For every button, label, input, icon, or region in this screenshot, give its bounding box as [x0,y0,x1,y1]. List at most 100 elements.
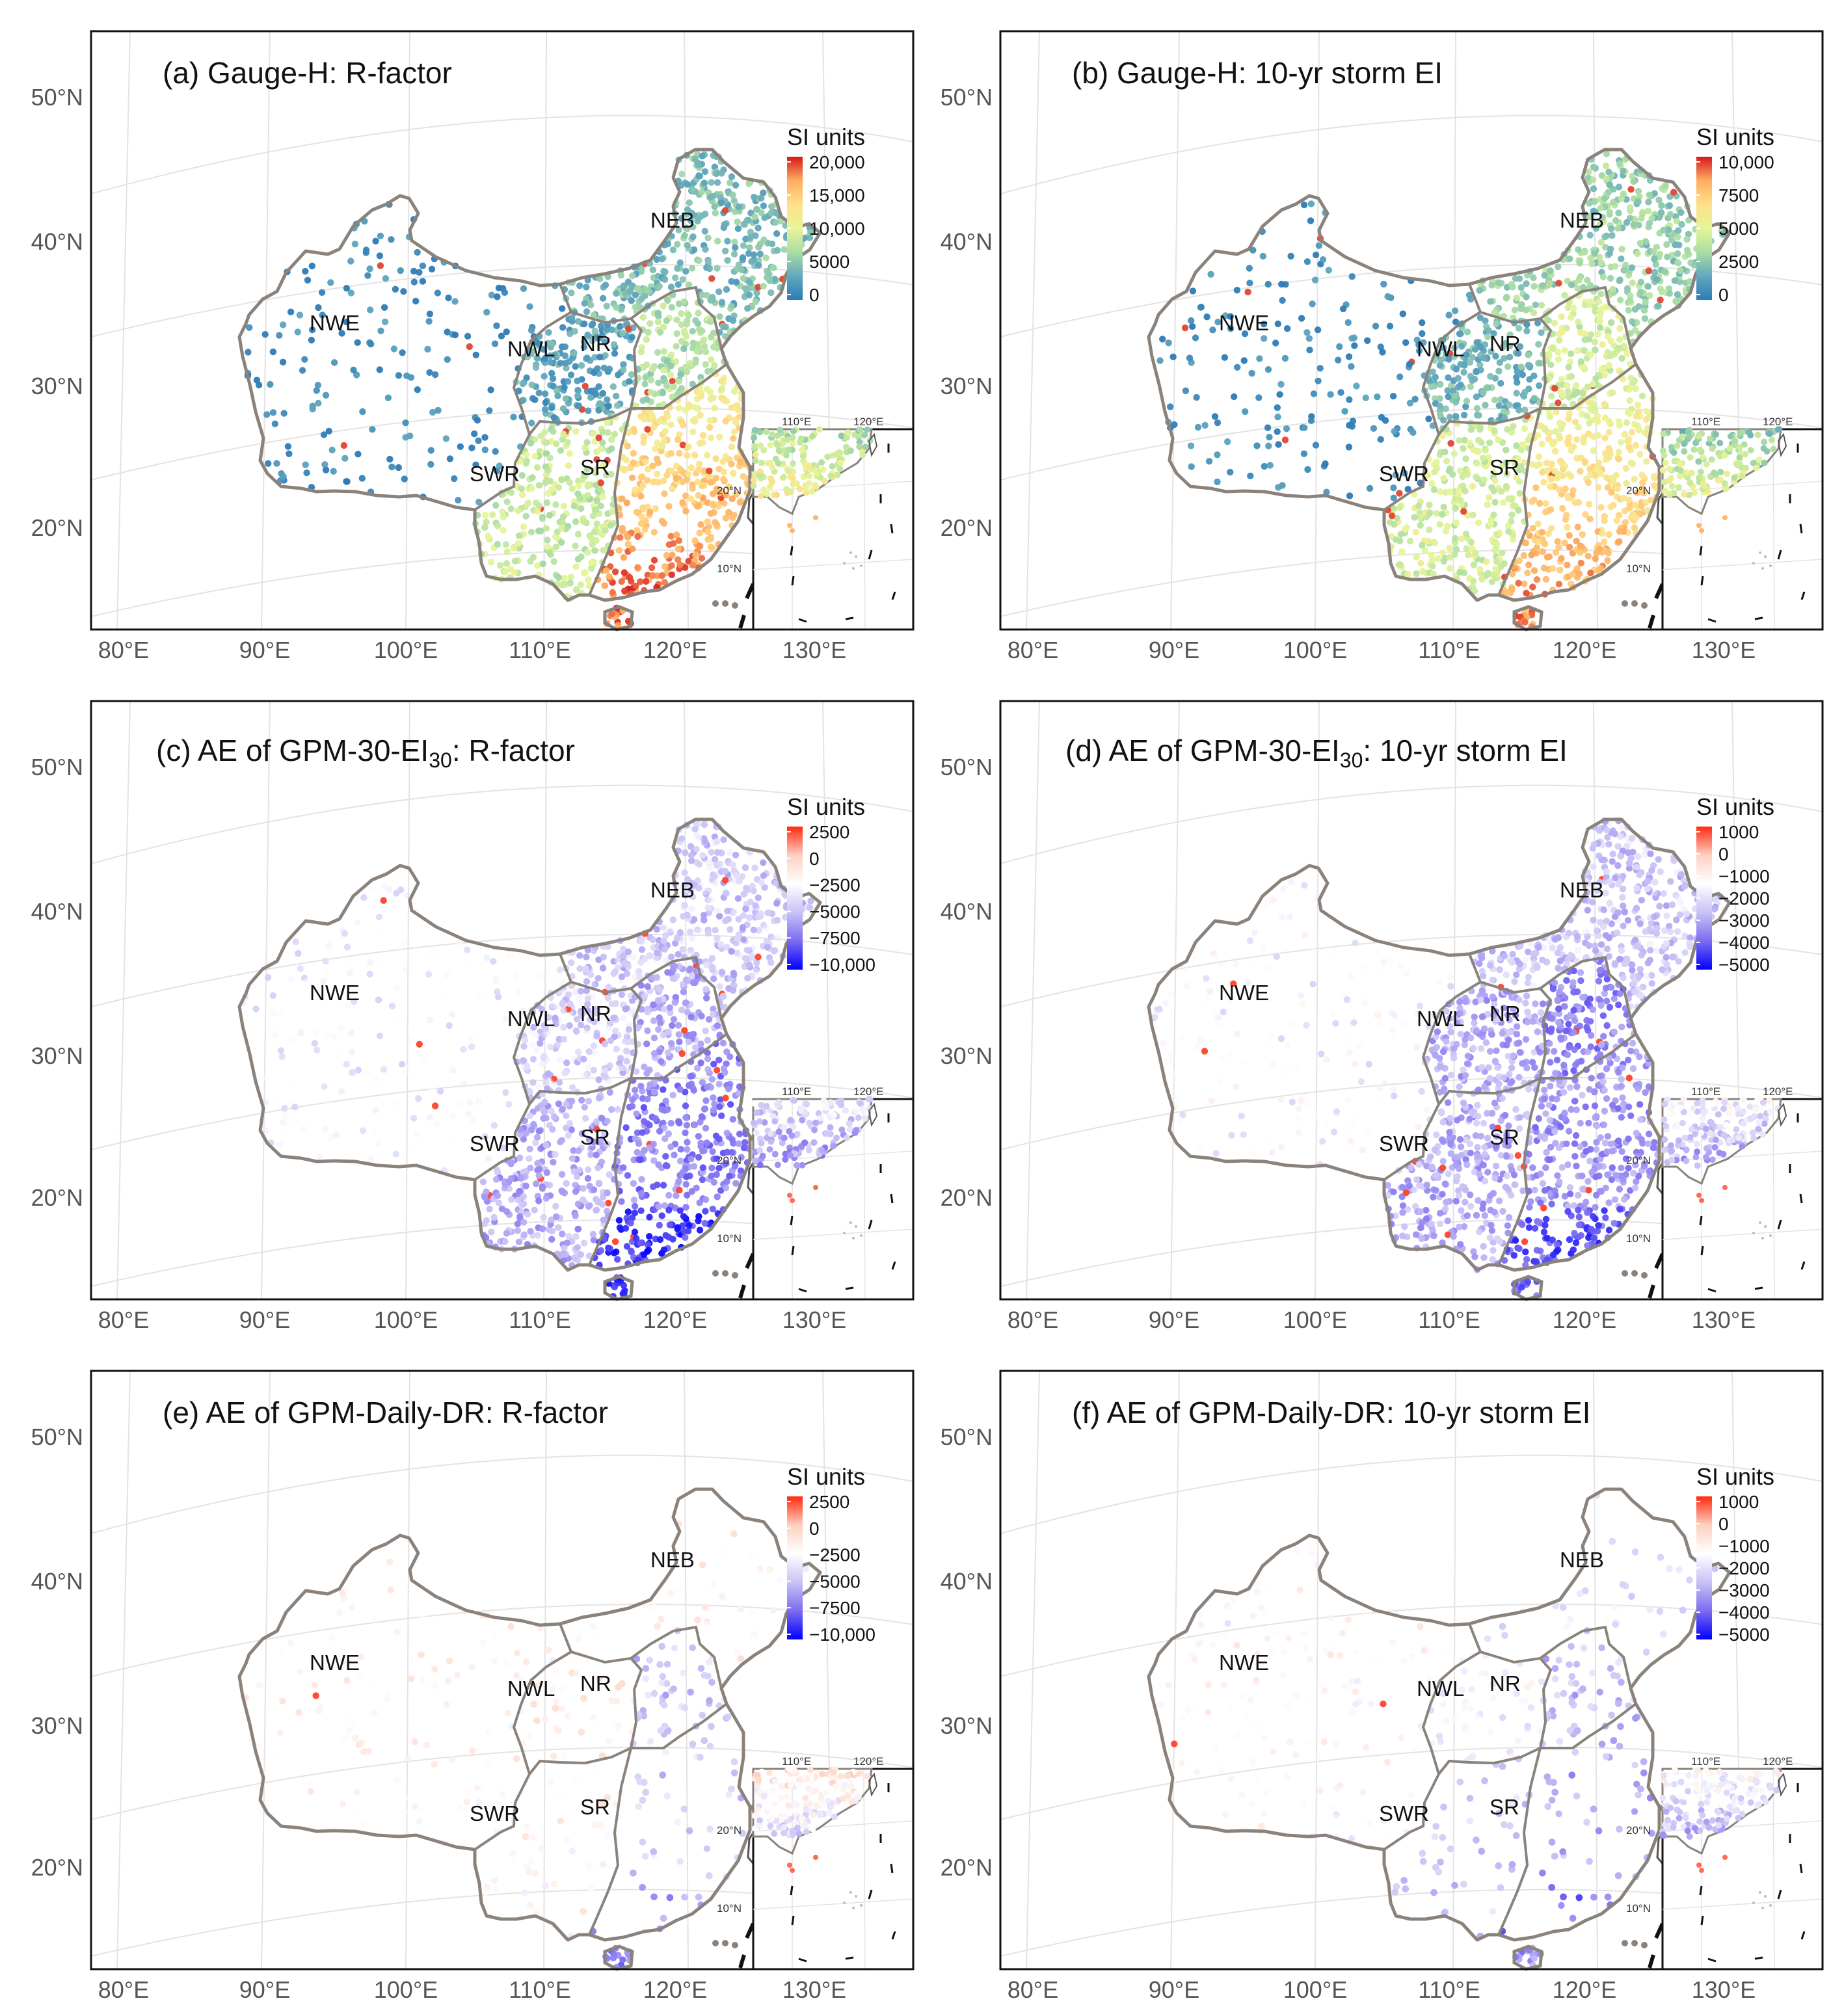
station-point [1415,347,1423,354]
station-point [377,1149,384,1157]
station-point [362,1070,369,1077]
station-point [1599,341,1606,348]
station-point [701,838,709,845]
station-point [558,476,565,484]
station-point [481,524,488,531]
station-point [619,1015,627,1022]
station-point [1632,442,1639,449]
inset-station-point [1770,445,1777,453]
station-point [756,910,764,918]
station-point [689,328,696,335]
station-point [629,282,636,289]
station-point [675,436,682,444]
station-point [1646,219,1653,227]
station-point [388,463,395,471]
station-point [514,988,521,996]
station-point [687,217,694,224]
legend-tick-label: 5000 [809,252,849,272]
legend-tick-label: 0 [809,285,820,305]
station-point [1564,438,1571,445]
station-point [651,478,658,485]
station-point [426,310,434,317]
station-point [542,1141,550,1148]
island-mark [1641,602,1648,609]
station-point [663,382,671,390]
station-point [566,358,573,365]
station-point [401,938,408,946]
station-point [445,294,452,302]
station-point [547,1043,554,1051]
station-point [545,329,552,336]
station-point [588,564,595,572]
station-point [1606,209,1613,216]
station-point [364,272,371,279]
station-point [570,349,578,357]
station-point [1630,178,1637,185]
station-point [613,1046,620,1053]
station-point [595,434,602,442]
station-point [581,568,589,576]
station-point [1630,221,1637,228]
station-point [593,334,601,341]
station-point [714,179,721,186]
inset-island-mark [860,564,862,567]
station-point [691,452,699,459]
station-point [1460,412,1468,419]
station-point [1419,330,1426,338]
longitude-tick-label: 80°E [98,637,149,663]
station-point [513,972,520,979]
station-point [593,497,600,504]
station-point [1585,501,1593,508]
station-point [648,412,656,419]
station-point [1278,280,1285,288]
station-point [1565,364,1572,371]
station-point [660,302,667,310]
station-point [1307,417,1315,424]
station-point [568,1155,576,1162]
station-point [725,483,732,490]
inset-station-point [1688,470,1695,477]
station-point [523,1063,531,1070]
station-point [629,545,636,553]
inset-lon-tick: 120°E [853,416,884,428]
legend-tick-label: 7500 [1718,185,1759,206]
station-point [667,1040,675,1047]
station-point [510,414,517,421]
station-point [1201,421,1209,429]
station-point [1301,424,1308,431]
station-point [1469,511,1477,518]
station-point [1305,335,1313,342]
station-point [1209,326,1216,334]
station-point [1590,433,1597,440]
station-point [578,553,585,561]
station-point [398,1061,406,1068]
station-point [559,513,567,520]
station-point [732,871,740,879]
station-point [300,1125,307,1132]
inset-station-point [769,479,776,486]
station-point [585,1166,592,1173]
station-point [595,1199,602,1206]
station-point [526,1145,533,1152]
station-point [297,965,304,972]
station-point [724,257,731,264]
inset-station-point [833,451,840,458]
station-point [496,562,504,569]
station-point [1436,521,1443,528]
station-point [1500,408,1508,415]
station-point [742,955,749,962]
station-point [581,320,588,328]
station-point [1374,393,1381,401]
station-point [1639,209,1646,216]
station-point [1642,298,1649,306]
station-point [1626,204,1634,211]
station-point [1480,390,1487,397]
station-point [572,518,580,525]
station-point [701,888,708,895]
station-point [643,1041,650,1048]
station-point [1264,424,1272,431]
longitude-tick-label: 90°E [1149,637,1199,663]
station-point [700,912,708,919]
station-point [1277,380,1285,388]
station-point [581,382,589,390]
